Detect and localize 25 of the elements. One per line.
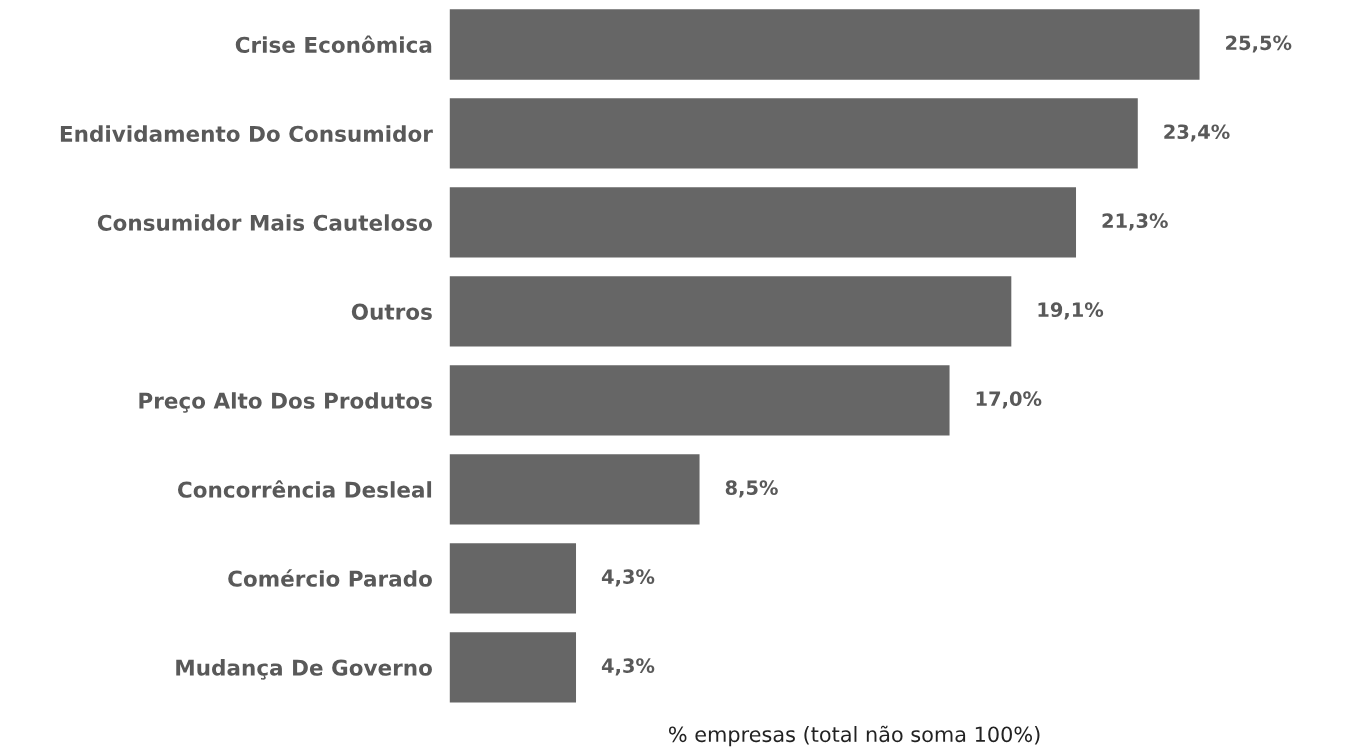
- bar: [449, 187, 1077, 258]
- bar: [449, 98, 1138, 169]
- data-label: 19,1%: [1038, 302, 1104, 320]
- y-tick-label: Mudança De Governo: [176, 659, 432, 680]
- bar: [449, 543, 577, 614]
- y-tick-label: Crise Econômica: [235, 35, 432, 53]
- x-axis-title: % empresas (total não soma 100%): [668, 725, 1040, 747]
- bar: [449, 276, 1012, 347]
- y-tick-label: Comércio Parado: [228, 569, 432, 587]
- bar: [449, 632, 577, 703]
- bar: [449, 365, 950, 436]
- y-tick-label: Concorrência Desleal: [177, 480, 432, 498]
- data-label: 25,5%: [1226, 35, 1292, 53]
- y-tick-label: Outros: [351, 303, 432, 320]
- data-label: 8,5%: [725, 480, 778, 498]
- data-label: 23,4%: [1164, 124, 1230, 142]
- data-label: 17,0%: [976, 391, 1042, 409]
- y-tick-label: Preço Alto Dos Produtos: [139, 392, 432, 413]
- data-label: 21,3%: [1102, 213, 1168, 231]
- bar: [449, 9, 1200, 80]
- data-label: 4,3%: [601, 658, 655, 676]
- y-tick-label: Endividamento Do Consumidor: [60, 125, 433, 142]
- y-tick-label: Consumidor Mais Cauteloso: [97, 214, 432, 231]
- data-label: 4,3%: [601, 569, 655, 587]
- bar: [449, 454, 700, 525]
